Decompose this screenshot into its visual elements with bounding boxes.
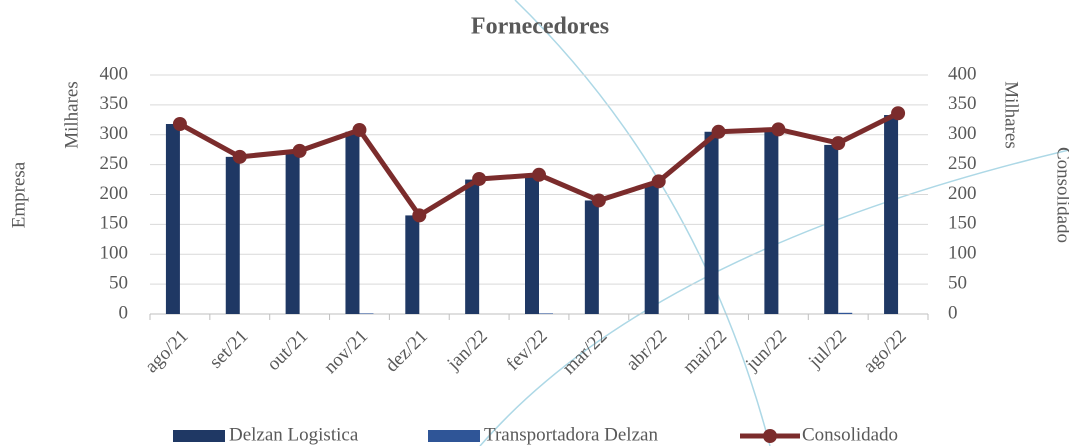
marker (352, 122, 367, 137)
y-tick-label: 400 (100, 63, 129, 84)
bar (644, 183, 659, 314)
bar (165, 123, 180, 315)
y2-tick-label: 250 (948, 153, 977, 174)
y2-tick-label: 150 (948, 213, 977, 234)
y2-tick-label: 200 (948, 183, 977, 204)
y-tick-label: 250 (100, 153, 129, 174)
x-tick-label: jun/22 (741, 326, 791, 376)
y2-tick-label: 350 (948, 93, 977, 114)
bar (465, 179, 480, 314)
x-tick-label: ago/22 (859, 326, 910, 377)
bar (824, 144, 839, 314)
x-tick-label: set/21 (205, 326, 252, 373)
y-tick-label: 200 (100, 183, 129, 204)
artifact-curve (514, 0, 771, 446)
bar (285, 152, 300, 314)
y-tick-label: 150 (100, 213, 129, 234)
x-tick-label: fev/22 (502, 326, 551, 375)
bar (838, 312, 853, 314)
legend-label: Transportadora Delzan (484, 424, 658, 445)
marker (412, 208, 427, 223)
bar (539, 313, 553, 314)
x-tick-label: ago/21 (141, 326, 192, 377)
legend-swatch (428, 430, 480, 442)
y2-tick-label: 50 (948, 272, 967, 293)
y-tick-label: 0 (119, 302, 129, 323)
bar (704, 131, 719, 314)
marker (172, 116, 187, 131)
bar (584, 200, 599, 314)
x-tick-label: abr/22 (622, 326, 671, 375)
bar (525, 174, 539, 314)
y2-tick-label: 0 (948, 302, 958, 323)
legend-swatch (763, 429, 777, 443)
y-tick-label: 100 (100, 243, 129, 264)
marker (771, 122, 786, 137)
y-axis-unit: Milhares (61, 81, 82, 149)
bar (764, 129, 779, 314)
x-tick-label: jul/22 (804, 326, 851, 373)
x-tick-label: mar/22 (559, 326, 612, 379)
x-tick-label: jan/22 (443, 326, 492, 375)
marker (292, 143, 307, 158)
x-tick-label: dez/21 (381, 326, 432, 377)
x-tick-label: mai/22 (679, 326, 731, 378)
bar (359, 313, 374, 314)
y2-tick-label: 400 (948, 63, 977, 84)
marker (891, 106, 906, 121)
chart-title: Fornecedores (471, 14, 609, 40)
legend-swatch (173, 430, 225, 442)
y-tick-label: 50 (109, 272, 128, 293)
y-tick-label: 350 (100, 93, 129, 114)
marker (831, 136, 846, 151)
y2-axis-label: Consolidado (1053, 147, 1069, 243)
marker (651, 174, 666, 189)
y2-axis-unit: Milhares (1001, 81, 1022, 149)
x-tick-label: out/21 (263, 326, 312, 375)
marker (472, 171, 487, 186)
bar (225, 156, 240, 314)
bar (405, 215, 420, 314)
y-tick-label: 300 (100, 123, 129, 144)
bar (884, 115, 899, 314)
marker (591, 193, 606, 208)
legend-label: Delzan Logistica (229, 424, 359, 445)
x-tick-label: nov/21 (320, 326, 372, 378)
y2-tick-label: 300 (948, 123, 977, 144)
bar (345, 131, 360, 314)
legend-label: Consolidado (802, 424, 898, 445)
marker (532, 167, 546, 182)
y-axis-label: Empresa (8, 161, 29, 228)
marker (232, 149, 247, 164)
y2-tick-label: 100 (948, 243, 977, 264)
marker (711, 124, 726, 139)
